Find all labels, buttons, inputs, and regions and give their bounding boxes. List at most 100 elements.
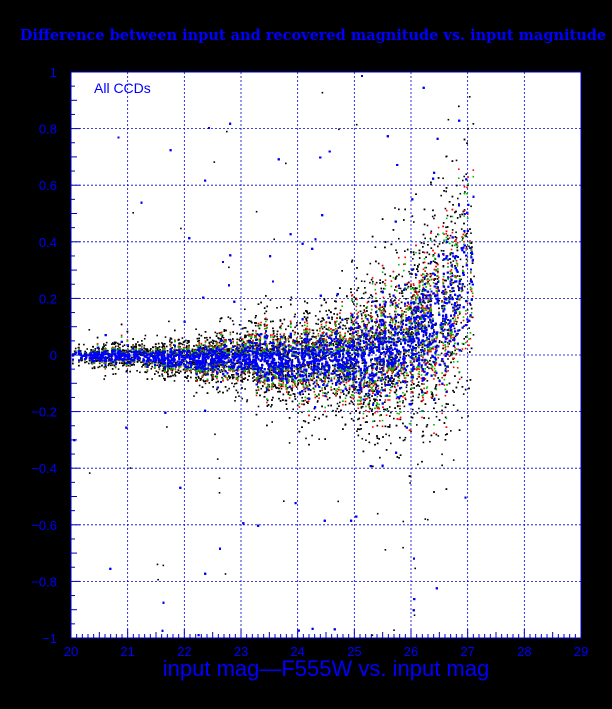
scatter-point-black — [254, 324, 257, 327]
scatter-point-black — [345, 364, 348, 367]
scatter-point-black — [325, 415, 328, 418]
scatter-point-black — [417, 381, 420, 383]
scatter-point-black — [413, 614, 416, 616]
scatter-point-black — [296, 386, 298, 388]
scatter-point-black — [148, 364, 150, 366]
scatter-point-black — [317, 384, 319, 386]
scatter-point-black — [288, 335, 290, 337]
scatter-point-black — [396, 356, 398, 358]
scatter-point-black — [373, 420, 376, 422]
scatter-point-black — [432, 209, 434, 212]
scatter-point-black — [431, 393, 434, 396]
scatter-point-black — [392, 302, 394, 305]
scatter-point-black — [368, 365, 370, 368]
scatter-point-black — [382, 267, 385, 269]
scatter-point-black — [440, 360, 443, 362]
scatter-point-black — [349, 337, 351, 339]
scatter-point-black — [458, 306, 461, 309]
scatter-point-black — [287, 325, 290, 327]
scatter-point-black — [359, 384, 362, 386]
scatter-point-black — [286, 408, 288, 410]
scatter-point-black — [259, 349, 261, 352]
scatter-point-black — [348, 327, 350, 330]
scatter-point-black — [353, 296, 355, 298]
scatter-point-black — [306, 302, 309, 304]
scatter-point-black — [407, 374, 409, 377]
scatter-point-black — [429, 262, 432, 265]
scatter-point-black — [374, 300, 376, 303]
scatter-point-black — [261, 346, 263, 349]
scatter-point-black — [369, 262, 372, 265]
scatter-point-black — [231, 353, 234, 355]
scatter-point-black — [290, 322, 292, 324]
scatter-point-black — [292, 408, 294, 411]
scatter-point-black — [418, 296, 421, 298]
scatter-point-black — [219, 390, 221, 393]
scatter-point-black — [182, 343, 184, 346]
scatter-point-black — [444, 406, 447, 409]
scatter-point-black — [312, 357, 314, 360]
scatter-point-black — [311, 335, 313, 338]
scatter-point-black — [367, 300, 370, 303]
scatter-point-black — [319, 343, 321, 346]
scatter-point-black — [213, 161, 216, 163]
scatter-point-black — [383, 287, 385, 290]
scatter-point-black — [421, 389, 423, 392]
scatter-point-black — [260, 374, 263, 377]
scatter-point-black — [310, 375, 313, 377]
scatter-point-black — [289, 394, 292, 396]
scatter-point-black — [298, 341, 300, 343]
scatter-point-black — [321, 338, 324, 340]
scatter-point-black — [78, 343, 80, 346]
scatter-point-black — [366, 369, 369, 371]
scatter-point-black — [324, 388, 326, 390]
scatter-point-black — [319, 341, 321, 344]
scatter-point-black — [294, 398, 297, 400]
scatter-point-black — [214, 375, 217, 378]
scatter-point-black — [280, 353, 283, 355]
scatter-point-black — [265, 390, 268, 393]
scatter-point-black — [400, 338, 402, 341]
scatter-point-black — [276, 307, 278, 309]
scatter-point-black — [146, 350, 148, 353]
scatter-point-black — [90, 361, 93, 363]
scatter-point-black — [389, 415, 391, 417]
scatter-point-black — [323, 298, 326, 301]
scatter-point-black — [161, 373, 163, 375]
scatter-point-black — [355, 277, 358, 280]
scatter-point-black — [410, 251, 412, 253]
scatter-point-black — [249, 344, 251, 347]
scatter-point-black — [279, 320, 282, 322]
scatter-point-black — [214, 331, 217, 334]
scatter-point-black — [272, 330, 275, 332]
scatter-point-black — [268, 370, 271, 372]
scatter-point-black — [339, 309, 342, 312]
scatter-point-black — [423, 320, 426, 322]
scatter-point-black — [456, 320, 458, 323]
scatter-point-black — [216, 332, 218, 335]
scatter-point-black — [79, 350, 82, 352]
scatter-point-black — [458, 275, 461, 277]
scatter-point-black — [409, 333, 412, 335]
scatter-point-black — [387, 376, 389, 379]
scatter-point-black — [220, 317, 223, 319]
scatter-point-black — [323, 319, 325, 321]
scatter-point-black — [321, 354, 324, 357]
scatter-point-black — [297, 382, 299, 384]
scatter-point-black — [248, 320, 250, 322]
scatter-point-black — [219, 320, 221, 323]
scatter-point-black — [178, 372, 180, 374]
scatter-point-black — [391, 377, 393, 379]
scatter-point-black — [84, 350, 86, 353]
scatter-point-black — [428, 367, 430, 370]
scatter-point-black — [338, 411, 340, 413]
scatter-point-black — [463, 338, 465, 340]
scatter-point-black — [328, 344, 331, 347]
scatter-point-black — [185, 360, 187, 362]
scatter-point-black — [375, 386, 377, 389]
scatter-point-black — [233, 383, 236, 385]
scatter-point-black — [226, 365, 228, 368]
scatter-point-black — [426, 366, 429, 368]
scatter-point-black — [428, 417, 430, 420]
scatter-point-black — [425, 326, 428, 329]
